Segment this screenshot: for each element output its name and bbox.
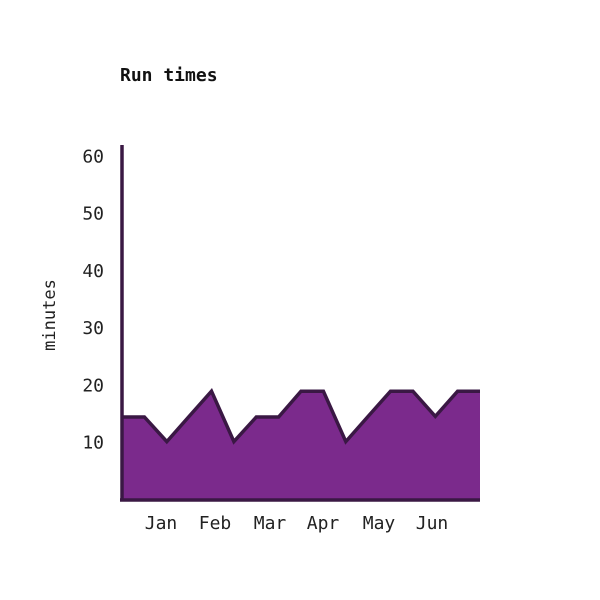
plot-area <box>120 145 480 502</box>
series-line <box>122 388 480 445</box>
x-tick-label: May <box>363 513 396 534</box>
x-tick-label: Jan <box>145 513 178 534</box>
y-tick-label: 40 <box>82 261 104 282</box>
chart-title: Run times <box>120 65 218 86</box>
y-tick-label: 10 <box>82 433 104 454</box>
y-tick-labels: 10 20 30 40 50 60 <box>82 147 104 454</box>
x-tick-label: Feb <box>199 513 232 534</box>
x-tick-label: Mar <box>254 513 287 534</box>
y-tick-label: 30 <box>82 318 104 339</box>
y-axis-label: minutes <box>40 279 60 351</box>
x-tick-labels: Jan Feb Mar Apr May Jun <box>145 513 449 534</box>
y-tick-label: 60 <box>82 147 104 168</box>
y-tick-label: 20 <box>82 376 104 397</box>
y-tick-label: 50 <box>82 204 104 225</box>
x-tick-label: Jun <box>416 513 449 534</box>
x-tick-label: Apr <box>307 513 340 534</box>
series-area <box>122 391 480 500</box>
